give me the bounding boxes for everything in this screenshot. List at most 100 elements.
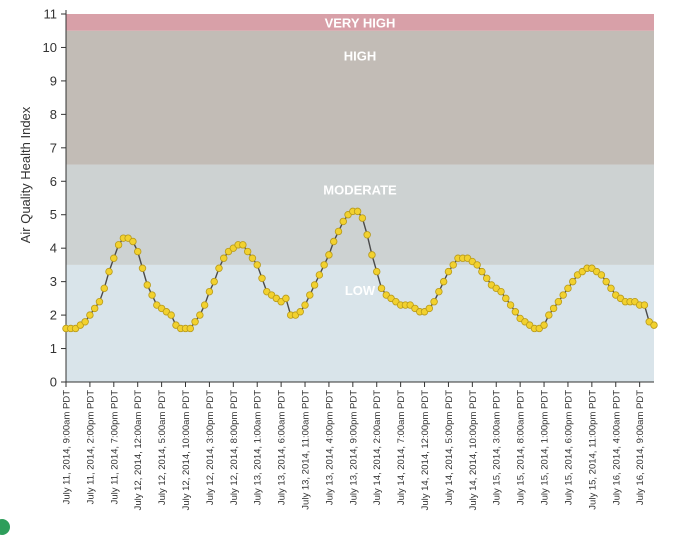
x-tick-label: July 11, 2014, 2:00pm PDT <box>85 390 96 505</box>
x-tick-label: July 15, 2014, 11:00pm PDT <box>587 390 598 510</box>
data-point <box>114 241 123 249</box>
x-tick-label: July 12, 2014, 3:00pm PDT <box>205 390 216 505</box>
axes <box>65 10 654 383</box>
data-point <box>435 287 443 296</box>
data-point <box>320 261 328 269</box>
band-very-high <box>66 14 654 31</box>
x-tick-label: July 15, 2014, 1:00pm PDT <box>540 390 551 505</box>
data-point <box>253 261 261 269</box>
x-tick-label: July 13, 2014, 9:00pm PDT <box>348 390 359 505</box>
x-tick-label: July 11, 2014, 9:00am PDT <box>62 390 73 505</box>
data-point <box>90 304 99 313</box>
y-tick-label: 8 <box>50 107 57 122</box>
x-tick-label: July 14, 2014, 12:00pm PDT <box>420 390 431 511</box>
data-point <box>353 207 362 216</box>
data-point <box>296 308 304 316</box>
data-point <box>569 277 577 286</box>
data-point <box>549 304 558 313</box>
y-axis-title: Air Quality Health Index <box>18 106 33 243</box>
data-point <box>497 287 505 296</box>
y-tick-label: 3 <box>50 274 57 289</box>
x-tick-label: July 14, 2014, 5:00pm PDT <box>444 390 455 505</box>
aqhi-series <box>62 207 658 333</box>
x-axis-ticks: July 11, 2014, 9:00am PDT July 11, 2014, … <box>62 382 646 511</box>
data-point <box>220 254 228 262</box>
data-point <box>196 311 204 319</box>
data-point <box>301 301 309 309</box>
x-tick-label: July 12, 2014, 8:00pm PDT <box>229 390 240 505</box>
data-point <box>430 298 438 306</box>
y-tick-label: 11 <box>44 7 58 22</box>
band-label-low: LOW <box>345 283 376 298</box>
data-point <box>186 324 194 333</box>
y-tick-label: 0 <box>50 375 57 390</box>
data-point <box>315 271 324 279</box>
data-point <box>310 281 319 289</box>
data-point <box>339 217 347 226</box>
y-axis-ticks: 0 1 2 3 4 5 6 7 8 9 10 11 <box>43 7 66 390</box>
risk-bands <box>66 14 654 382</box>
data-point <box>425 304 434 313</box>
y-tick-label: 4 <box>50 241 57 256</box>
data-point <box>330 237 338 246</box>
data-point <box>243 247 252 256</box>
data-point <box>200 301 209 309</box>
data-point <box>358 214 367 222</box>
data-point <box>81 318 89 326</box>
data-point <box>506 301 515 309</box>
x-tick-label: July 12, 2014, 10:00am PDT <box>181 390 192 511</box>
data-point <box>86 311 94 319</box>
data-point <box>282 294 290 303</box>
data-point <box>138 264 147 272</box>
data-point <box>334 227 343 236</box>
data-point <box>554 298 563 306</box>
data-point <box>478 267 486 276</box>
data-point <box>325 251 333 259</box>
data-point <box>449 261 457 269</box>
x-tick-label: July 12, 2014, 5:00am PDT <box>157 390 168 505</box>
x-tick-label: July 14, 2014, 2:00am PDT <box>372 390 383 505</box>
x-tick-label: July 16, 2014, 4:00am PDT <box>611 390 622 505</box>
data-point <box>373 267 381 276</box>
risk-band-labels: LOW MODERATE HIGH VERY HIGH <box>323 15 397 298</box>
data-point <box>100 284 108 293</box>
data-point <box>258 274 266 282</box>
data-point <box>597 271 606 279</box>
band-high <box>66 30 654 165</box>
x-tick-label: July 15, 2014, 3:00am PDT <box>492 390 503 505</box>
data-point <box>148 291 156 299</box>
data-point <box>545 311 553 319</box>
data-point <box>205 287 214 296</box>
data-point <box>248 254 257 262</box>
band-label-moderate: MODERATE <box>323 183 397 198</box>
y-tick-label: 10 <box>43 40 57 55</box>
y-tick-label: 1 <box>50 341 57 356</box>
band-label-very-high: VERY HIGH <box>325 15 396 30</box>
data-point <box>607 284 615 293</box>
data-point <box>444 267 453 276</box>
data-point <box>306 291 314 299</box>
x-tick-label: July 14, 2014, 10:00pm PDT <box>468 390 479 511</box>
y-tick-label: 7 <box>50 140 57 155</box>
data-point <box>363 231 371 239</box>
data-point <box>602 277 610 286</box>
data-point <box>473 261 481 269</box>
data-point <box>540 321 548 329</box>
data-point <box>640 301 649 309</box>
data-point <box>210 277 218 286</box>
data-point <box>239 241 247 249</box>
data-point <box>439 277 448 286</box>
x-tick-label: July 14, 2014, 7:00am PDT <box>396 390 407 505</box>
data-point <box>511 308 520 316</box>
y-tick-label: 5 <box>50 207 57 222</box>
data-point <box>134 247 142 256</box>
data-point <box>502 294 510 303</box>
band-label-high: HIGH <box>344 49 377 64</box>
x-tick-label: July 15, 2014, 8:00am PDT <box>516 390 527 505</box>
band-low <box>66 264 654 382</box>
data-point <box>564 284 572 293</box>
x-tick-label: July 12, 2014, 12:00am PDT <box>133 390 144 511</box>
data-point <box>650 321 658 329</box>
y-tick-label: 6 <box>50 174 57 189</box>
